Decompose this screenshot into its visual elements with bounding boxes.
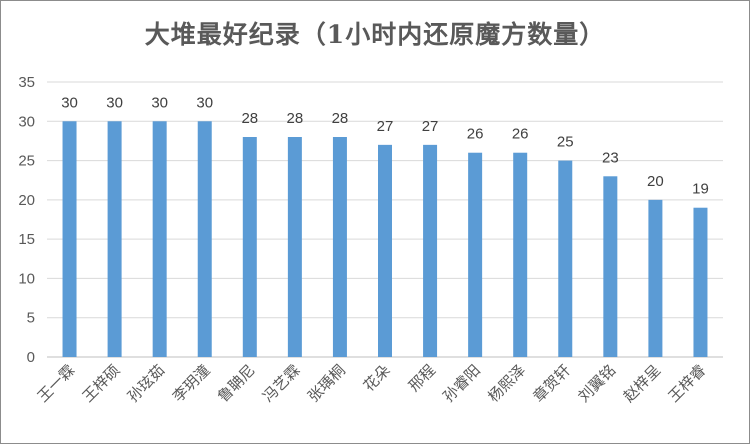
y-tick-label: 30	[18, 113, 35, 130]
bar-value-label: 28	[332, 110, 349, 127]
x-tick-label: 冯艺霖	[259, 361, 304, 406]
x-tick-label: 鲁聃尼	[214, 361, 259, 406]
bar	[107, 121, 122, 358]
y-tick-label: 20	[18, 192, 35, 209]
bar-value-label: 27	[377, 118, 394, 135]
bar-value-label: 30	[151, 94, 168, 111]
x-tick-label: 李玥潼	[169, 361, 214, 406]
x-tick-label: 花朵	[360, 361, 394, 395]
bar-value-label: 25	[557, 134, 574, 151]
x-tick-label: 刘翼铭	[575, 361, 620, 406]
y-axis-ticks: 0 5 10 15 20 25 30 35	[18, 74, 35, 366]
x-tick-label: 张瑀桐	[304, 361, 349, 406]
bar	[693, 207, 708, 357]
bar-value-label: 28	[241, 110, 258, 127]
bar-value-label: 30	[106, 94, 123, 111]
x-axis-ticks: 王一霖 王梓硕 孙玹茹 李玥潼 鲁聃尼 冯艺霖 张瑀桐 花朵 邢程 孙睿阳 杨熙泽 章贺轩 刘翼铭 赵梓呈…	[34, 361, 709, 406]
y-tick-label: 25	[18, 153, 35, 170]
chart-title: 大堆最好纪录（1小时内还原魔方数量）	[144, 20, 606, 49]
data-labels: 30 30 30 30 28 28 28 27 27 26 26 25 23 20 19	[61, 94, 709, 197]
bar	[648, 199, 663, 357]
y-tick-label: 10	[18, 270, 35, 287]
x-tick-label: 章贺轩	[530, 361, 575, 406]
bar	[558, 160, 573, 357]
bar-value-label: 27	[422, 118, 439, 135]
bar-value-label: 30	[61, 94, 78, 111]
x-tick-label: 杨熙泽	[484, 361, 529, 406]
y-tick-label: 15	[18, 231, 35, 248]
bar	[242, 137, 257, 357]
bar	[332, 137, 347, 357]
bar	[603, 176, 618, 357]
bar-value-label: 19	[692, 181, 709, 198]
bar-value-label: 26	[467, 126, 484, 143]
bar	[378, 144, 392, 357]
y-tick-label: 0	[27, 349, 35, 366]
bar	[62, 121, 77, 358]
bar	[287, 137, 302, 357]
bar	[468, 152, 483, 357]
bar-value-label: 26	[512, 126, 529, 143]
x-tick-label: 王梓硕	[79, 361, 124, 406]
x-tick-label: 王梓睿	[665, 361, 710, 406]
bar-value-label: 30	[196, 94, 213, 111]
bar	[513, 152, 528, 357]
y-tick-label: 5	[27, 310, 35, 327]
bar	[197, 121, 212, 358]
y-tick-label: 35	[18, 74, 35, 91]
x-tick-label: 孙玹茹	[124, 361, 169, 406]
x-tick-label: 孙睿阳	[439, 361, 484, 406]
bar-value-label: 20	[647, 173, 664, 190]
x-tick-label: 王一霖	[34, 361, 79, 406]
bar	[423, 144, 438, 357]
x-tick-label: 赵梓呈	[620, 361, 665, 406]
bar-value-label: 23	[602, 149, 619, 166]
bar	[152, 121, 167, 358]
bars	[62, 121, 708, 358]
x-tick-label: 邢程	[405, 361, 439, 395]
bar-value-label: 28	[287, 110, 304, 127]
